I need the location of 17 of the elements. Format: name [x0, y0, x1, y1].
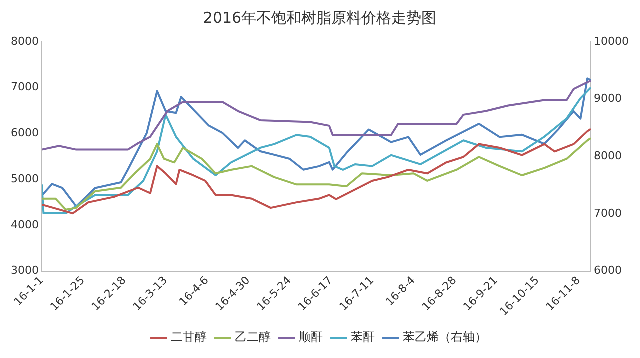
y2-tick-label: 7000	[594, 206, 622, 220]
y2-tick-label: 8000	[594, 150, 622, 163]
y2-tick-label: 9000	[594, 92, 622, 106]
legend-label: 苯乙烯（右轴）	[403, 330, 487, 344]
y-tick-label: 6000	[10, 126, 39, 140]
legend-label: 乙二醇	[235, 330, 271, 344]
legend-label: 顺酐	[299, 330, 323, 344]
y-tick-label: 8000	[10, 34, 39, 48]
y-tick-label: 5000	[10, 172, 39, 186]
legend-label: 苯酐	[351, 330, 375, 344]
y-tick-label: 4000	[10, 218, 39, 232]
legend-label: 二甘醇	[171, 330, 207, 344]
y2-tick-label: 10000	[594, 34, 630, 48]
y-tick-label: 7000	[10, 80, 39, 94]
chart-title: 2016年不饱和树脂原料价格走势图	[203, 8, 437, 27]
y-tick-label: 3000	[10, 264, 39, 278]
y2-tick-label: 6000	[594, 264, 622, 278]
